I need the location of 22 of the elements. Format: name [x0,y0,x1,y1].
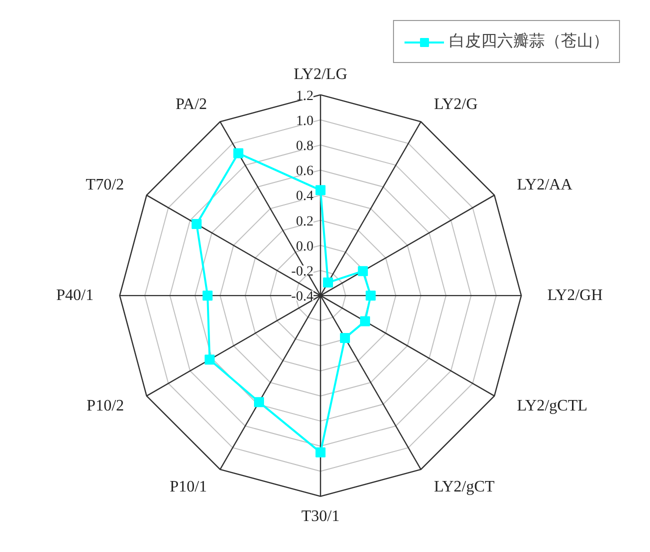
y-tick-label: -0.4 [291,290,314,305]
y-tick-label: 0.0 [296,239,314,254]
spoke-label: P40/1 [56,287,94,304]
legend-label: 白皮四六瓣蒜（苍山） [449,32,609,52]
y-tick-label: 1.0 [296,114,314,129]
spoke-label: T30/1 [301,508,340,525]
spoke-label: LY2/GH [547,287,604,304]
spoke-label: P10/2 [86,397,124,414]
spoke-label: P10/1 [170,478,208,496]
y-tick-label: 0.4 [296,189,314,204]
y-tick-label: 0.6 [296,164,314,180]
spoke-label: LY2/gCT [434,478,495,496]
spoke-label: LY2/G [434,96,478,113]
y-tick-label: -0.2 [291,264,314,280]
y-tick-label: 1.2 [296,88,314,104]
spoke-label: T70/2 [86,176,124,194]
spoke-label: LY2/gCTL [516,397,588,414]
y-tick-label: 0.2 [296,214,314,230]
y-tick-label: 0.8 [296,139,314,154]
spoke-label: LY2/AA [516,176,573,194]
spoke-label: LY2/LG [294,66,348,84]
spoke-label: PA/2 [176,96,208,113]
